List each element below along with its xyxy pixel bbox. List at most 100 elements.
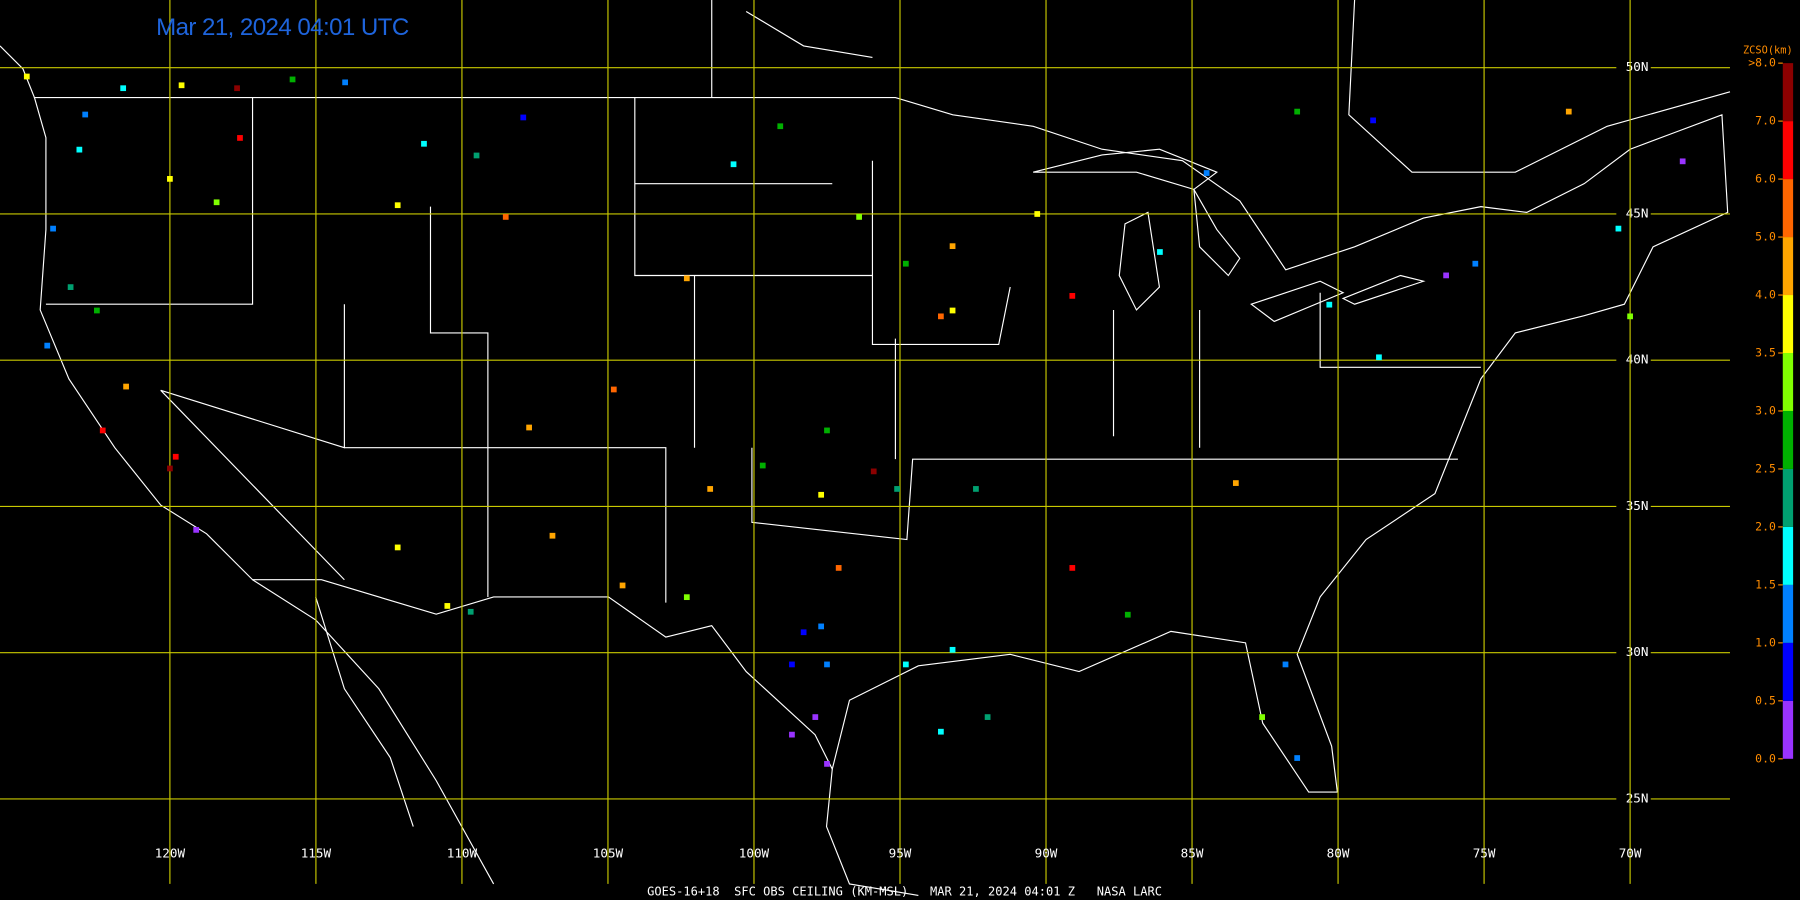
station-ob: [683, 594, 690, 601]
longitude-label: 110W: [447, 846, 478, 861]
station-ob: [67, 284, 74, 290]
station-ob: [683, 275, 690, 282]
colorbar-segment: [1782, 642, 1794, 701]
station-ob: [824, 761, 830, 767]
station-ob: [824, 661, 830, 668]
label-backdrop: [1616, 205, 1651, 223]
station-ob: [1679, 158, 1686, 165]
station-ob: [342, 79, 348, 86]
station-ob: [789, 731, 795, 738]
station-ob: [894, 486, 900, 492]
latitude-label: 30N: [1626, 644, 1649, 659]
stations: [23, 73, 1686, 767]
footer: GOES-16+18 SFC OBS CEILING (KM-MSL) MAR …: [647, 884, 1162, 898]
mexico-coast: [252, 579, 919, 896]
station-ob: [82, 111, 89, 118]
longitude-label: 90W: [1035, 846, 1058, 861]
great-lakes: [1033, 148, 1426, 323]
longitude-label: 105W: [593, 846, 624, 861]
station-ob: [213, 199, 220, 206]
label-backdrop: [1616, 59, 1651, 76]
station-ob: [94, 307, 100, 314]
colorbar-label: 2.0: [1755, 519, 1776, 533]
station-ob: [1627, 313, 1633, 320]
station-ob: [167, 176, 173, 182]
station-ob: [99, 427, 106, 434]
colorbar-label: 0.0: [1755, 751, 1776, 765]
station-ob: [473, 152, 480, 159]
colorbar-segment: [1782, 468, 1794, 527]
colorbar-segment: [1782, 237, 1794, 296]
station-ob: [759, 462, 766, 469]
colorbar-segment: [1782, 63, 1794, 122]
station-ob: [1443, 272, 1449, 279]
coastlines: [0, 0, 1731, 896]
longitude-label: 80W: [1327, 846, 1350, 861]
colorbar-label: 3.5: [1755, 345, 1776, 359]
colorbar-label: 3.0: [1755, 403, 1776, 417]
station-ob: [973, 486, 979, 492]
station-ob: [949, 307, 956, 314]
station-ob: [467, 608, 474, 615]
colorbar-segment: [1782, 410, 1794, 469]
colorbar-segment: [1782, 584, 1794, 643]
station-ob: [1124, 611, 1131, 618]
colorbar-label: 1.0: [1755, 635, 1776, 649]
station-ob: [707, 486, 714, 492]
colorbar-label: 0.5: [1755, 693, 1776, 707]
colorbar-label: 6.0: [1755, 172, 1776, 186]
station-ob: [193, 527, 200, 533]
station-ob: [502, 214, 509, 220]
station-ob: [835, 565, 842, 571]
station-ob: [949, 243, 956, 250]
latitude-label: 45N: [1626, 205, 1649, 220]
label-backdrop: [1616, 352, 1651, 369]
station-ob: [123, 383, 129, 390]
station-ob: [1472, 260, 1479, 267]
station-ob: [1565, 108, 1572, 115]
station-ob: [730, 161, 737, 168]
station-ob: [237, 135, 243, 141]
station-ob: [619, 582, 626, 589]
station-ob: [526, 424, 532, 431]
station-ob: [818, 623, 825, 630]
station-ob: [1326, 301, 1333, 308]
latitude-label: 50N: [1626, 59, 1649, 74]
colorbar-segment: [1782, 295, 1794, 353]
station-ob: [1376, 354, 1382, 361]
longitude-label: 85W: [1181, 846, 1204, 861]
colorbar-label: >8.0: [1748, 56, 1776, 70]
station-ob: [610, 386, 617, 393]
station-ob: [856, 214, 862, 220]
station-ob: [1157, 249, 1163, 255]
station-ob: [870, 468, 877, 475]
colorbar-label: 1.5: [1755, 577, 1776, 591]
station-ob: [1232, 480, 1239, 486]
colorbar: ZCSO(km) 0.0 0.5 1.0 1.5 2.0 2.5 3.0 3.5 4.0 5.0 6.…: [1743, 45, 1794, 765]
colorbar-label: 5.0: [1755, 230, 1776, 244]
station-ob: [789, 661, 795, 668]
us-outline: [33, 97, 1729, 793]
station-ob: [1615, 225, 1622, 232]
station-ob: [938, 728, 944, 735]
station-ob: [902, 260, 909, 267]
station-ob: [1370, 117, 1376, 124]
canada-coast: [0, 0, 1731, 173]
station-ob: [549, 532, 556, 539]
station-ob: [444, 603, 451, 609]
station-ob: [824, 427, 830, 434]
colorbar-segment: [1782, 700, 1794, 759]
station-ob: [234, 85, 240, 92]
longitude-label: 70W: [1619, 846, 1642, 861]
colorbar-label: 7.0: [1755, 114, 1776, 128]
station-ob: [1034, 211, 1041, 217]
station-ob: [1203, 170, 1210, 176]
station-ob: [23, 73, 30, 80]
station-ob: [289, 76, 296, 83]
station-ob: [172, 453, 179, 460]
longitude-label: 100W: [739, 846, 770, 861]
station-ob: [1069, 565, 1076, 571]
latitude-label: 40N: [1626, 352, 1649, 367]
